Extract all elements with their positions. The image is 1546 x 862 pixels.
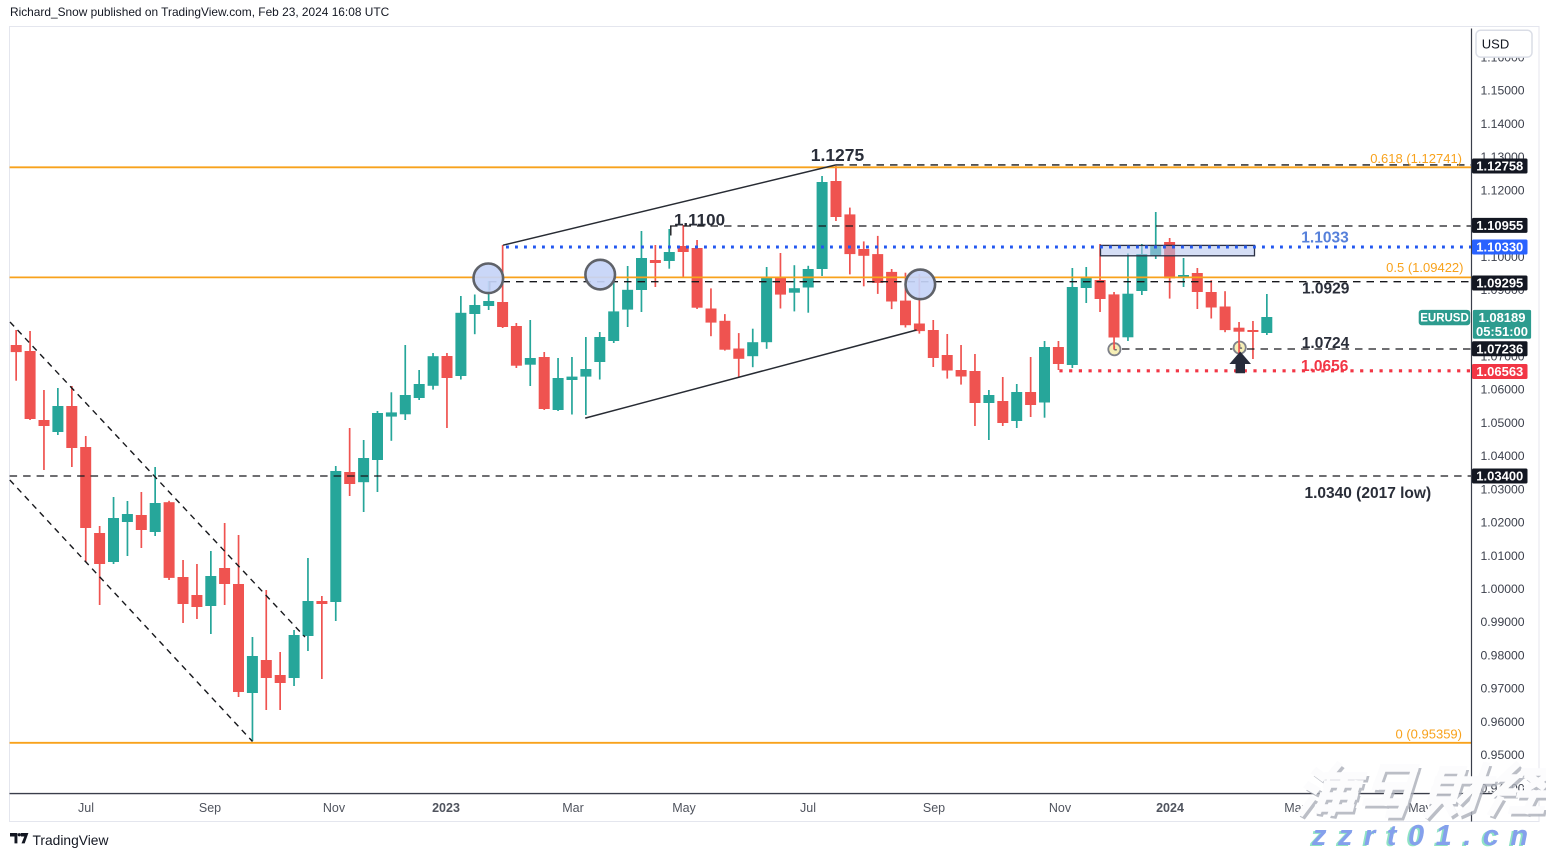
svg-text:2024: 2024 (1156, 801, 1184, 815)
svg-text:Jul: Jul (78, 801, 94, 815)
svg-text:1.0656: 1.0656 (1301, 358, 1349, 375)
svg-text:1.0340 (2017 low): 1.0340 (2017 low) (1304, 485, 1431, 502)
svg-text:1.14000: 1.14000 (1481, 117, 1525, 131)
svg-text:1.03000: 1.03000 (1481, 482, 1525, 496)
svg-text:Sep: Sep (199, 801, 221, 815)
svg-text:Sep: Sep (923, 801, 945, 815)
svg-text:1.0724: 1.0724 (1302, 335, 1350, 352)
svg-text:0.98000: 0.98000 (1481, 648, 1525, 662)
svg-text:0.618 (1.12741): 0.618 (1.12741) (1370, 151, 1462, 166)
svg-text:0.95000: 0.95000 (1481, 748, 1525, 762)
svg-text:1.1100: 1.1100 (674, 211, 725, 230)
svg-text:1.12758: 1.12758 (1476, 159, 1523, 174)
svg-text:EURUSD: EURUSD (1420, 313, 1469, 325)
svg-text:0.96000: 0.96000 (1481, 715, 1525, 729)
svg-text:Nov: Nov (323, 801, 346, 815)
svg-text:Nov: Nov (1049, 801, 1072, 815)
svg-text:1.1033: 1.1033 (1301, 230, 1349, 247)
svg-text:Jul: Jul (800, 801, 816, 815)
svg-text:1.10955: 1.10955 (1476, 218, 1523, 233)
svg-text:0 (0.95359): 0 (0.95359) (1396, 727, 1463, 742)
svg-text:1.04000: 1.04000 (1481, 449, 1525, 463)
svg-text:1.06000: 1.06000 (1481, 383, 1525, 397)
svg-text:USD: USD (1482, 36, 1509, 51)
svg-text:0.97000: 0.97000 (1481, 682, 1525, 696)
svg-text:1.07236: 1.07236 (1476, 341, 1523, 356)
svg-text:1.09295: 1.09295 (1476, 276, 1523, 291)
svg-text:1.03400: 1.03400 (1476, 469, 1523, 484)
svg-text:1.05000: 1.05000 (1481, 416, 1525, 430)
svg-text:1.08189: 1.08189 (1479, 310, 1526, 325)
svg-text:1.0929: 1.0929 (1302, 281, 1350, 298)
svg-text:1.15000: 1.15000 (1481, 84, 1525, 98)
svg-text:0.5 (1.09422): 0.5 (1.09422) (1386, 260, 1463, 275)
svg-text:1.01000: 1.01000 (1481, 549, 1525, 563)
svg-text:1.02000: 1.02000 (1481, 516, 1525, 530)
svg-text:1.00000: 1.00000 (1481, 582, 1525, 596)
svg-text:May: May (672, 801, 696, 815)
svg-text:1.10330: 1.10330 (1476, 240, 1523, 255)
svg-text:0.99000: 0.99000 (1481, 615, 1525, 629)
svg-text:1.1275: 1.1275 (811, 145, 865, 165)
svg-text:1.12000: 1.12000 (1481, 183, 1525, 197)
svg-text:Mar: Mar (562, 801, 584, 815)
svg-text:05:51:00: 05:51:00 (1476, 324, 1528, 339)
svg-text:2023: 2023 (432, 801, 460, 815)
svg-text:1.06563: 1.06563 (1476, 364, 1523, 379)
